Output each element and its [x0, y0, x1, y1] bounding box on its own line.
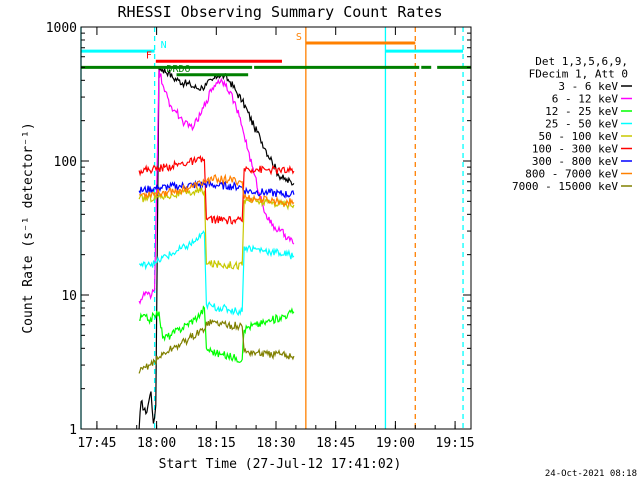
legend-entry-2: 12 - 25 keV [545, 105, 618, 118]
x-axis-label: Start Time (27-Jul-12 17:41:02) [159, 457, 402, 472]
plot-frame [80, 26, 472, 430]
x-tick-label-2: 18:15 [197, 436, 236, 451]
legend-entry-8: 7000 - 15000 keV [512, 180, 618, 193]
legend-entry-6: 300 - 800 keV [532, 155, 618, 168]
legend-entry-1: 6 - 12 keV [552, 93, 619, 106]
legend-header-1: FDecim 1, Att 0 [529, 68, 628, 81]
series-line-8 [138, 319, 295, 374]
legend-entry-0: 3 - 6 keV [558, 80, 618, 93]
series-line-6 [138, 179, 295, 199]
y-tick-label-1: 10 [61, 289, 77, 304]
y-axis-label: Count Rate (s⁻¹ detector⁻¹) [21, 122, 36, 333]
y-tick-label-2: 100 [54, 155, 77, 170]
timestamp: 24-Oct-2021 08:18 [545, 469, 637, 479]
series-line-0 [138, 66, 295, 430]
x-tick-label-3: 18:30 [256, 436, 295, 451]
y-tick-label-0: 1 [69, 423, 77, 438]
y-tick-label-3: 1000 [46, 21, 77, 36]
legend-header-0: Det 1,3,5,6,9, [535, 55, 628, 68]
legend-entry-5: 100 - 300 keV [532, 143, 618, 156]
x-tick-label-6: 19:15 [436, 436, 475, 451]
series-line-1 [138, 69, 295, 305]
series-line-7 [138, 173, 295, 208]
series-line-5 [138, 154, 295, 225]
state-label-N: N [161, 40, 167, 51]
x-tick-label-0: 17:45 [77, 436, 116, 451]
state-label-S: S [296, 32, 302, 43]
series-line-3 [139, 230, 295, 317]
legend-entry-7: 800 - 7000 keV [525, 168, 618, 181]
state-label-DRDO: DRDO [167, 64, 191, 75]
legend-entry-3: 25 - 50 keV [545, 118, 618, 131]
x-tick-label-5: 19:00 [376, 436, 415, 451]
x-tick-label-4: 18:45 [316, 436, 355, 451]
legend-entry-4: 50 - 100 keV [539, 130, 619, 143]
x-tick-label-1: 18:00 [137, 436, 176, 451]
series-line-2 [138, 305, 295, 364]
chart-title: RHESSI Observing Summary Count Rates [117, 3, 442, 21]
state-label-F: F [146, 50, 152, 61]
